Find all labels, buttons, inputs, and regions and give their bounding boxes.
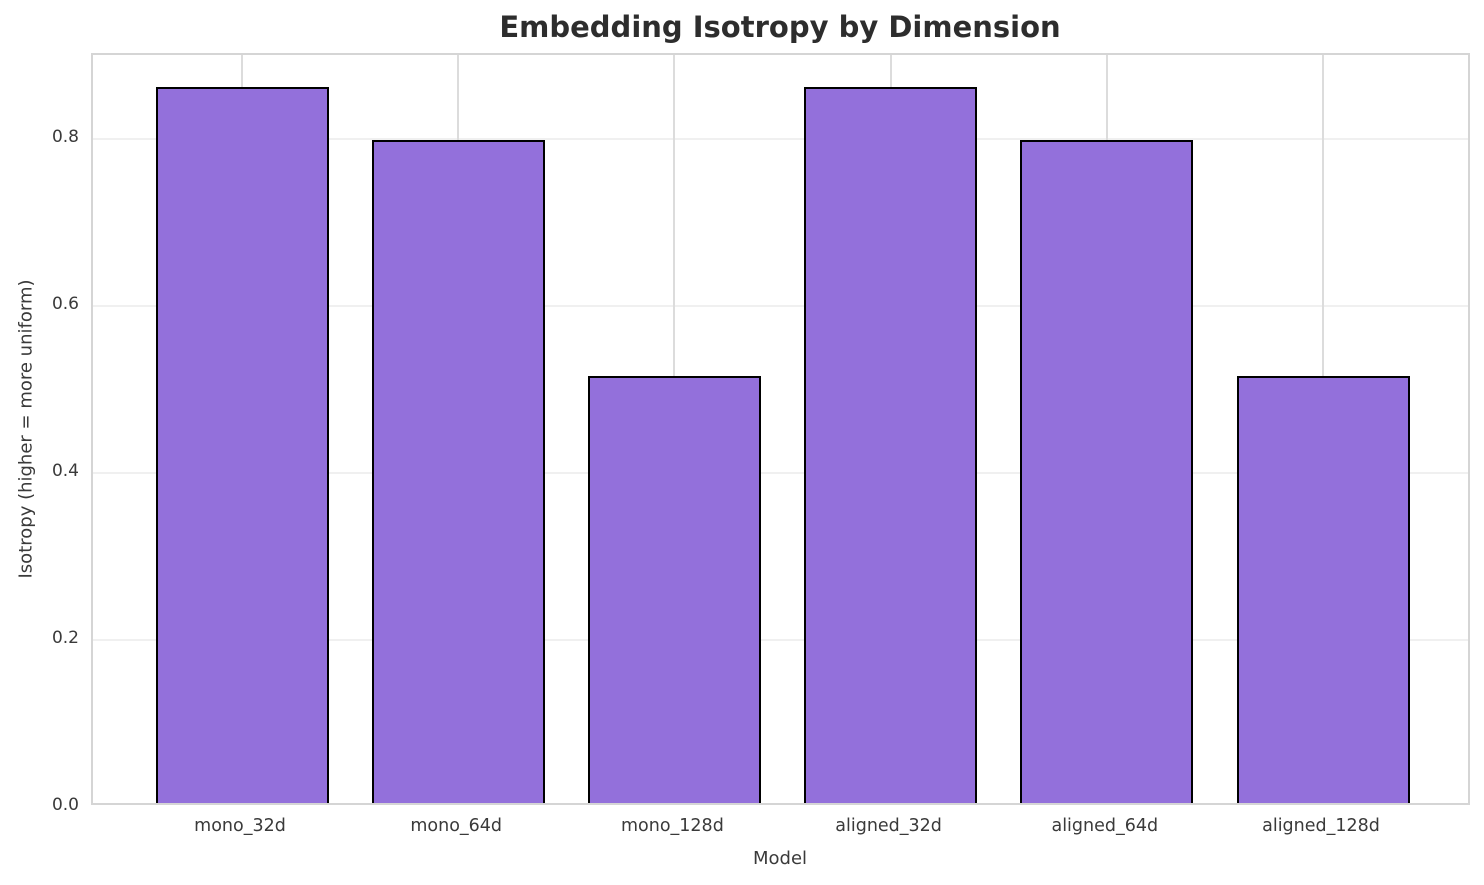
bar-aligned_32d	[804, 87, 978, 803]
h-gridline	[93, 304, 1468, 307]
x-tick-label: mono_64d	[410, 816, 503, 836]
h-gridline	[93, 137, 1468, 140]
y-tick-label: 0.0	[51, 795, 79, 815]
plot-area	[91, 53, 1470, 805]
x-tick-label: aligned_64d	[1051, 816, 1159, 836]
x-tick-label: mono_32d	[194, 816, 286, 836]
chart-title: Embedding Isotropy by Dimension	[499, 10, 1061, 44]
y-tick-label: 0.4	[51, 460, 79, 481]
h-gridline	[93, 638, 1468, 641]
y-tick-label: 0.2	[51, 627, 79, 648]
y-axis-label: Isotropy (higher = more uniform)	[15, 279, 37, 579]
h-gridline	[93, 471, 1468, 474]
bar-aligned_128d	[1236, 376, 1410, 803]
bar-mono_64d	[371, 140, 545, 803]
y-tick-label: 0.8	[51, 126, 79, 147]
x-axis-label: Model	[752, 848, 808, 869]
bar-aligned_64d	[1020, 140, 1194, 803]
x-tick-label: aligned_128d	[1262, 816, 1380, 836]
x-tick-label: mono_128d	[620, 816, 724, 836]
bar-mono_32d	[155, 87, 329, 803]
x-tick-label: aligned_32d	[835, 816, 942, 836]
bar-mono_128d	[587, 376, 761, 803]
y-tick-label: 0.6	[51, 293, 79, 314]
